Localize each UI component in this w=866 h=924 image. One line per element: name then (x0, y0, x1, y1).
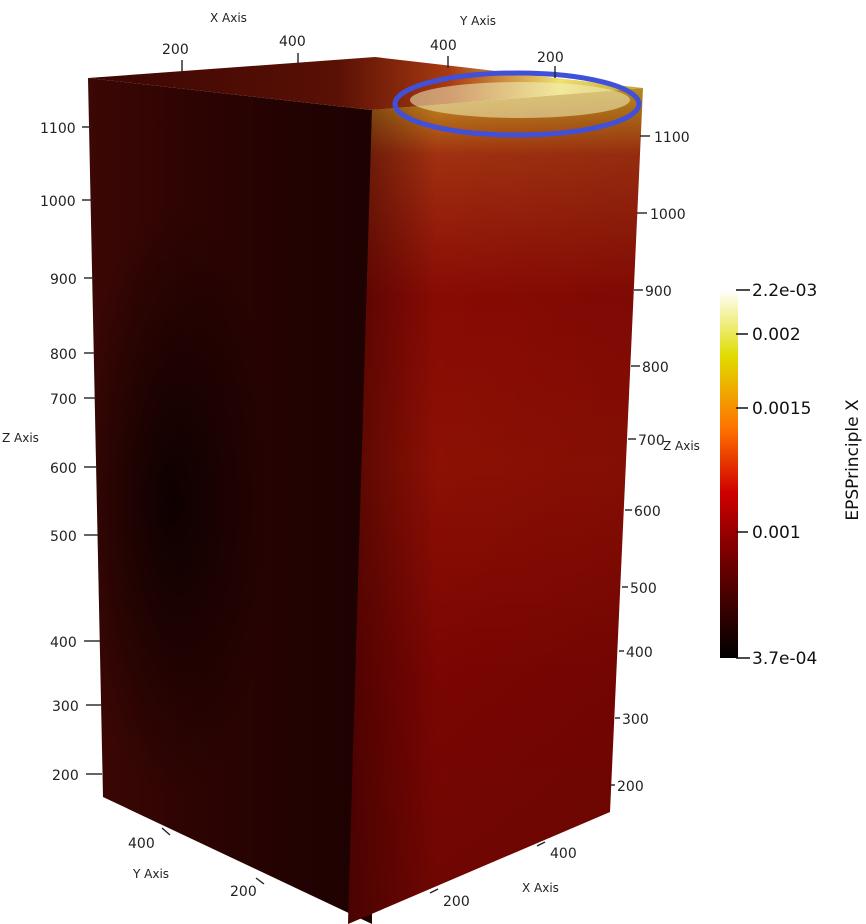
left-z-tick-label: 1100 (40, 121, 76, 137)
cube-left-face-shadow (88, 78, 372, 924)
right-z-tick-label: 200 (617, 779, 644, 795)
cube-right-face-shade (348, 88, 643, 924)
bottom-x-tick-mark (429, 888, 439, 894)
top-x-axis-title: X Axis (210, 11, 247, 25)
hotspot-glow (410, 82, 630, 118)
left-z-tick-label: 400 (50, 635, 77, 651)
bottom-x-tick-label: 200 (443, 894, 470, 910)
left-z-tick-label: 600 (50, 461, 77, 477)
colorbar-label-max: 2.2e-03 (752, 281, 817, 301)
left-z-tick-label: 1000 (40, 194, 76, 210)
colorbar-gradient (720, 290, 738, 658)
right-z-tick-label: 500 (630, 581, 657, 597)
bottom-x-axis-title: X Axis (522, 881, 559, 895)
left-z-tick-label: 700 (50, 392, 77, 408)
colorbar-label-min: 3.7e-04 (752, 649, 817, 669)
right-z-tick-label: 800 (642, 360, 669, 376)
bottom-y-tick-label: 200 (230, 884, 257, 900)
colorbar-title: EPSPrinciple X (843, 399, 863, 521)
right-z-tick-label: 1100 (654, 130, 690, 146)
colorbar-label: 0.002 (752, 325, 801, 345)
left-z-tick-label: 800 (50, 347, 77, 363)
bottom-y-tick-label: 400 (128, 836, 155, 852)
top-x-tick-label: 200 (162, 42, 189, 58)
colorbar-label: 0.001 (752, 523, 801, 543)
bottom-x-tick-mark (536, 841, 546, 847)
bottom-y-tick-mark (161, 827, 171, 836)
left-z-tick-label: 300 (52, 699, 79, 715)
left-z-tick-label: 500 (50, 529, 77, 545)
right-z-tick-label: 600 (634, 504, 661, 520)
right-z-axis-title: Z Axis (663, 439, 700, 453)
right-z-tick-label: 700 (638, 433, 665, 449)
left-z-axis-title: Z Axis (2, 431, 39, 445)
top-y-tick-label: 200 (537, 50, 564, 66)
left-z-tick-label: 900 (50, 272, 77, 288)
right-z-tick-label: 1000 (650, 207, 686, 223)
top-y-axis-title: Y Axis (459, 14, 496, 28)
left-z-tick-label: 200 (52, 768, 79, 784)
highlight-ellipse (392, 70, 642, 138)
right-z-tick-label: 400 (626, 645, 653, 661)
right-z-axis: 1100 1000 900 800 700 600 500 400 300 20… (611, 130, 690, 795)
colorbar: 2.2e-03 0.002 0.0015 0.001 3.7e-04 EPSPr… (720, 281, 863, 669)
top-x-tick-label: 400 (279, 34, 306, 50)
right-z-tick-label: 300 (622, 712, 649, 728)
left-z-axis: 1100 1000 900 800 700 600 500 400 300 20… (40, 121, 102, 784)
bottom-y-axis-title: Y Axis (132, 867, 169, 881)
bottom-x-tick-label: 400 (550, 846, 577, 862)
bottom-y-tick-mark (255, 877, 265, 885)
colorbar-label: 0.0015 (752, 399, 811, 419)
top-y-tick-label: 400 (430, 38, 457, 54)
right-z-tick-label: 900 (645, 284, 672, 300)
